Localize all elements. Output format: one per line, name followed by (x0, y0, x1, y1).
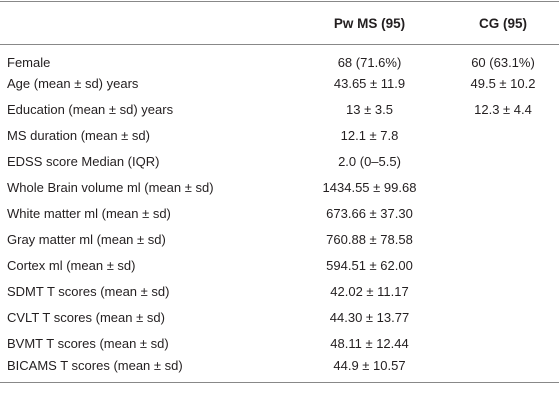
table-row: MS duration (mean ± sd) 12.1 ± 7.8 (0, 123, 559, 149)
pwms-cell: 2.0 (0–5.5) (338, 154, 401, 169)
pwms-cell: 44.30 ± 13.77 (329, 310, 410, 325)
pwms-cell: 760.88 ± 78.58 (326, 232, 413, 247)
cg-cell (447, 357, 559, 383)
table-row: Whole Brain volume ml (mean ± sd) 1434.55… (0, 175, 559, 201)
cg-cell: 12.3 ± 4.4 (474, 102, 532, 117)
cg-cell (447, 201, 559, 227)
cg-cell (447, 279, 559, 305)
table-row: BVMT T scores (mean ± sd) 48.11 ± 12.44 (0, 331, 559, 357)
table-row: Gray matter ml (mean ± sd) 760.88 ± 78.58 (0, 227, 559, 253)
cg-cell (447, 227, 559, 253)
header-cell (0, 2, 292, 45)
data-table: Pw MS (95) CG (95) Female 68 (71.6%) 60 (6… (0, 1, 559, 383)
table-row: SDMT T scores (mean ± sd) 42.02 ± 11.17 (0, 279, 559, 305)
table-row: White matter ml (mean ± sd) 673.66 ± 37.3… (0, 201, 559, 227)
pwms-cell: 43.65 ± 11.9 (333, 76, 406, 91)
row-label: Age (mean ± sd) years (7, 76, 139, 91)
table-row: Female 68 (71.6%) 60 (63.1%) (0, 45, 559, 71)
row-label: MS duration (mean ± sd) (7, 128, 150, 143)
cg-cell: 60 (63.1%) (471, 55, 535, 71)
cg-cell (447, 175, 559, 201)
row-label: Gray matter ml (mean ± sd) (7, 232, 166, 247)
pwms-cell: 594.51 ± 62.00 (326, 258, 413, 273)
cg-cell (447, 253, 559, 279)
table-row: Education (mean ± sd) years 13 ± 3.5 12.3 … (0, 97, 559, 123)
cg-cell: 49.5 ± 10.2 (470, 76, 536, 91)
row-label: Whole Brain volume ml (mean ± sd) (7, 180, 214, 195)
table-header: Pw MS (95) CG (95) (0, 1, 559, 45)
row-label: Cortex ml (mean ± sd) (7, 258, 136, 273)
cg-cell (447, 305, 559, 331)
header-row: Pw MS (95) CG (95) (0, 1, 559, 45)
header-cell: CG (95) (478, 15, 527, 31)
row-label: BVMT T scores (mean ± sd) (7, 336, 169, 351)
row-label: EDSS score Median (IQR) (7, 154, 160, 169)
pwms-cell: 1434.55 ± 99.68 (322, 180, 417, 195)
row-label: Education (mean ± sd) years (7, 102, 174, 117)
table-row: Age (mean ± sd) years 43.65 ± 11.9 49.5 ± … (0, 71, 559, 97)
row-label: SDMT T scores (mean ± sd) (7, 284, 170, 299)
table-body: Female 68 (71.6%) 60 (63.1%) Age (mean ± sd… (0, 45, 559, 383)
pwms-cell: 13 ± 3.5 (346, 102, 393, 117)
cg-cell (447, 123, 559, 149)
table-row: BICAMS T scores (mean ± sd) 44.9 ± 10.57 (0, 357, 559, 383)
pwms-cell: 673.66 ± 37.30 (326, 206, 413, 221)
header-cell: Pw MS (95) (333, 15, 406, 31)
table-row: EDSS score Median (IQR) 2.0 (0–5.5) (0, 149, 559, 175)
pwms-cell: 42.02 ± 11.17 (330, 284, 409, 299)
pwms-cell: 48.11 ± 12.44 (330, 336, 409, 351)
row-label: Female (7, 55, 51, 71)
table-row: Cortex ml (mean ± sd) 594.51 ± 62.00 (0, 253, 559, 279)
table-row: CVLT T scores (mean ± sd) 44.30 ± 13.77 (0, 305, 559, 331)
pwms-cell: 68 (71.6%) (337, 55, 402, 71)
row-label: White matter ml (mean ± sd) (7, 206, 171, 221)
pwms-cell: 44.9 ± 10.57 (333, 357, 406, 373)
row-label: BICAMS T scores (mean ± sd) (7, 357, 183, 373)
pwms-cell: 12.1 ± 7.8 (340, 128, 399, 143)
cg-cell (447, 331, 559, 357)
row-label: CVLT T scores (mean ± sd) (7, 310, 165, 325)
cg-cell (447, 149, 559, 175)
